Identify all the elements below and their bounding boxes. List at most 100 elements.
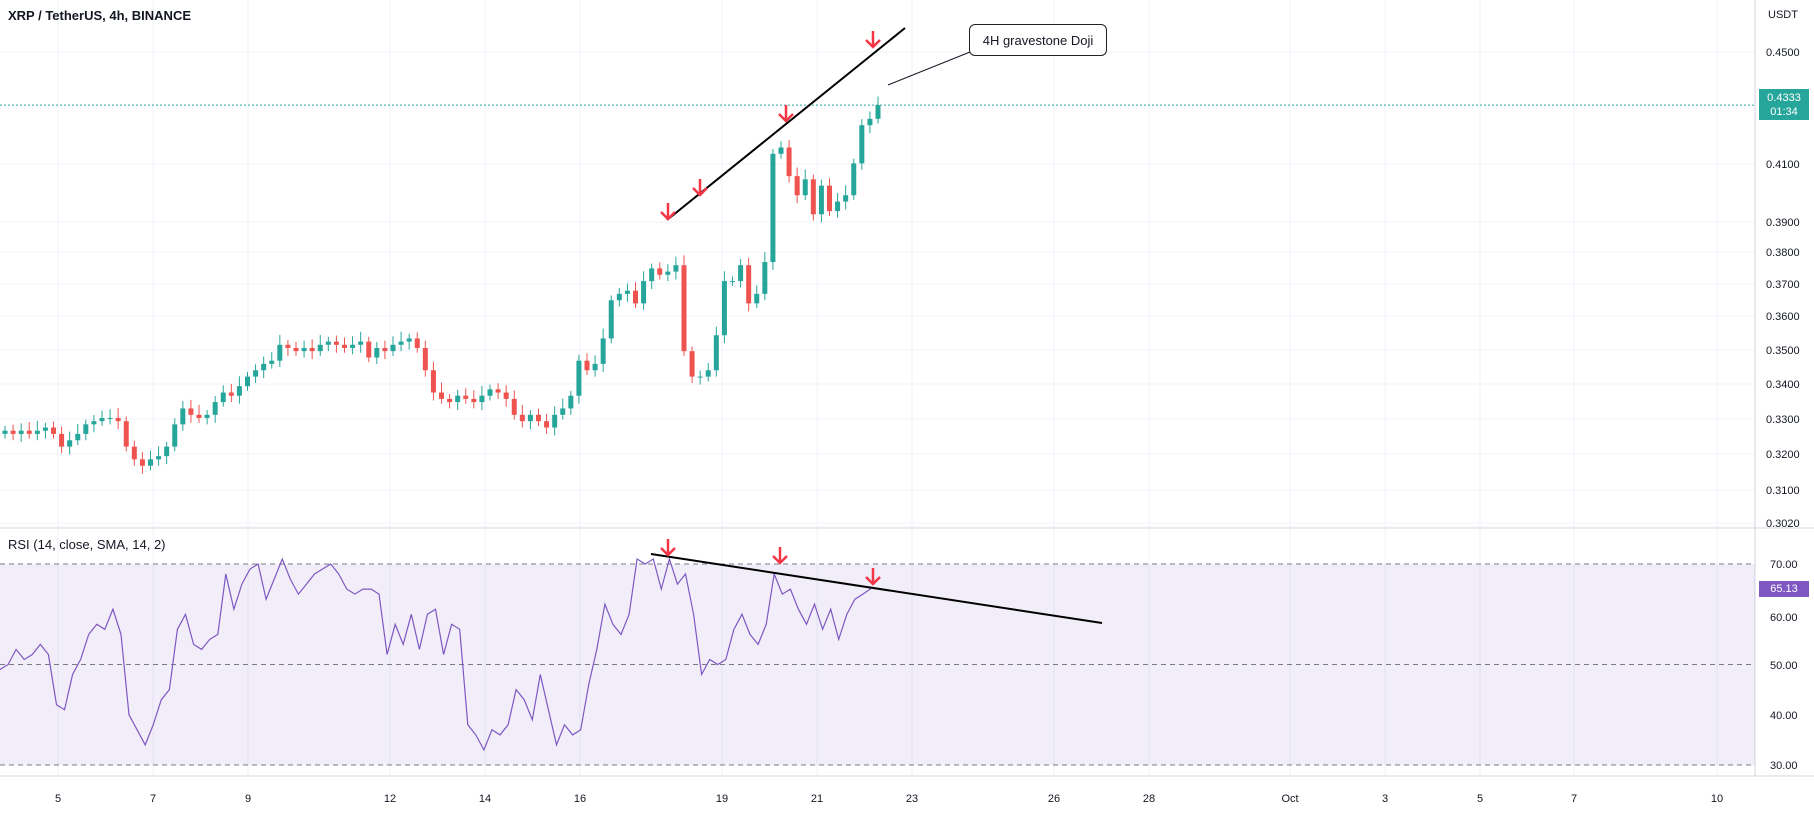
candle-body <box>42 427 48 431</box>
candle-body <box>196 414 202 418</box>
last-price-value: 0.4333 <box>1767 92 1801 104</box>
candle-body <box>544 421 550 428</box>
time-tick-label: 5 <box>1477 793 1483 805</box>
rsi-line-layer <box>0 556 872 752</box>
candle-body <box>633 290 638 304</box>
price-tick-label: 0.3400 <box>1766 379 1800 391</box>
down-arrow-icon <box>692 179 708 197</box>
price-tick-label: 0.3800 <box>1766 247 1800 259</box>
candle-body <box>277 344 283 361</box>
candle-body <box>875 105 881 119</box>
time-tick-label: 26 <box>1048 793 1060 805</box>
candle-body <box>342 344 347 348</box>
candle-body <box>584 360 590 371</box>
down-arrow-icon <box>660 203 676 221</box>
candle-body <box>164 446 170 457</box>
rsi-axis: 70.00 60.00 50.00 40.00 30.00 <box>1770 559 1798 772</box>
candle-body <box>471 398 477 403</box>
chart-title: XRP / TetherUS, 4h, BINANCE <box>8 8 191 23</box>
candle-body <box>576 360 582 396</box>
candle-body <box>301 347 307 352</box>
candle-body <box>220 392 226 403</box>
candle-body <box>463 395 469 399</box>
price-tick-label: 0.3200 <box>1766 449 1800 461</box>
candle-body <box>495 389 501 393</box>
candle-body <box>511 398 517 415</box>
candle-body <box>172 424 178 447</box>
time-tick-label: 3 <box>1382 793 1388 805</box>
candle-body <box>350 344 356 348</box>
candle-body <box>156 456 162 460</box>
candle-body <box>560 408 566 415</box>
down-arrow-icon <box>778 105 794 123</box>
candle-body <box>681 265 687 352</box>
price-tick-label: 0.3100 <box>1766 485 1800 497</box>
rsi-tick-label: 30.00 <box>1770 760 1798 772</box>
candle-body <box>746 265 752 304</box>
candle-body <box>851 163 857 196</box>
candle-body <box>253 370 259 377</box>
time-tick-label: 14 <box>479 793 491 805</box>
arrow-head <box>778 113 794 123</box>
candle-body <box>536 414 541 422</box>
rsi-trendline <box>650 553 1103 624</box>
rsi-tick-label: 60.00 <box>1770 612 1798 624</box>
price-axis: USDT 0.4500 0.4100 0.3900 0.3800 0.3700 0.3600… <box>1766 9 1800 530</box>
rsi-tick-label: 70.00 <box>1770 559 1798 571</box>
candle-body <box>770 153 776 263</box>
candle-body <box>455 395 461 403</box>
price-tick-label: 0.3600 <box>1766 311 1800 323</box>
candle-body <box>657 268 663 275</box>
candle-body <box>358 341 364 345</box>
candle-body <box>10 430 16 434</box>
candle-body <box>689 351 695 377</box>
candles <box>0 96 1755 474</box>
bar-countdown: 01:34 <box>1770 106 1798 118</box>
time-tick-label: 5 <box>55 793 61 805</box>
candle-body <box>697 376 703 378</box>
time-tick-label: 23 <box>906 793 918 805</box>
candle-body <box>309 347 315 352</box>
candle-body <box>398 341 404 345</box>
rsi-tick-label: 40.00 <box>1770 710 1798 722</box>
candle-body <box>139 459 145 466</box>
candle-body <box>99 417 105 422</box>
candle-body <box>641 281 647 304</box>
price-tick-label: 0.3700 <box>1766 279 1800 291</box>
price-tick-label: 0.3300 <box>1766 414 1800 426</box>
candle-body <box>261 363 267 371</box>
arrow-head <box>865 39 881 49</box>
candle-body <box>487 389 493 396</box>
price-axis-unit: USDT <box>1768 9 1798 21</box>
candle-body <box>713 335 719 371</box>
candle-body <box>527 414 533 422</box>
candle-body <box>827 185 832 212</box>
candle-body <box>374 347 380 358</box>
candle-body <box>665 271 671 275</box>
candle-body <box>705 370 711 377</box>
candle-body <box>67 440 73 447</box>
candle-body <box>762 262 768 294</box>
price-tick-label: 0.4500 <box>1766 47 1800 59</box>
rsi-title: RSI (14, close, SMA, 14, 2) <box>8 537 166 552</box>
candle-body <box>91 421 97 425</box>
candle-body <box>26 430 32 434</box>
candle-body <box>123 421 129 447</box>
time-tick-label: 7 <box>1571 793 1577 805</box>
candle-body <box>738 265 744 282</box>
candle-body <box>188 408 194 415</box>
candle-body <box>236 386 242 396</box>
arrow-head <box>692 187 708 197</box>
time-tick-label: 10 <box>1711 793 1723 805</box>
annotation-callout[interactable]: 4H gravestone Doji <box>969 24 1107 56</box>
candle-body <box>503 392 509 399</box>
candle-body <box>754 293 760 304</box>
grid <box>0 0 1814 777</box>
candle-body <box>317 344 323 352</box>
candle-body <box>794 176 800 196</box>
candle-body <box>51 427 56 434</box>
candle-body <box>382 347 388 352</box>
arrow-head <box>865 576 881 586</box>
time-tick-label: Oct <box>1281 793 1298 805</box>
candle-body <box>148 459 153 466</box>
